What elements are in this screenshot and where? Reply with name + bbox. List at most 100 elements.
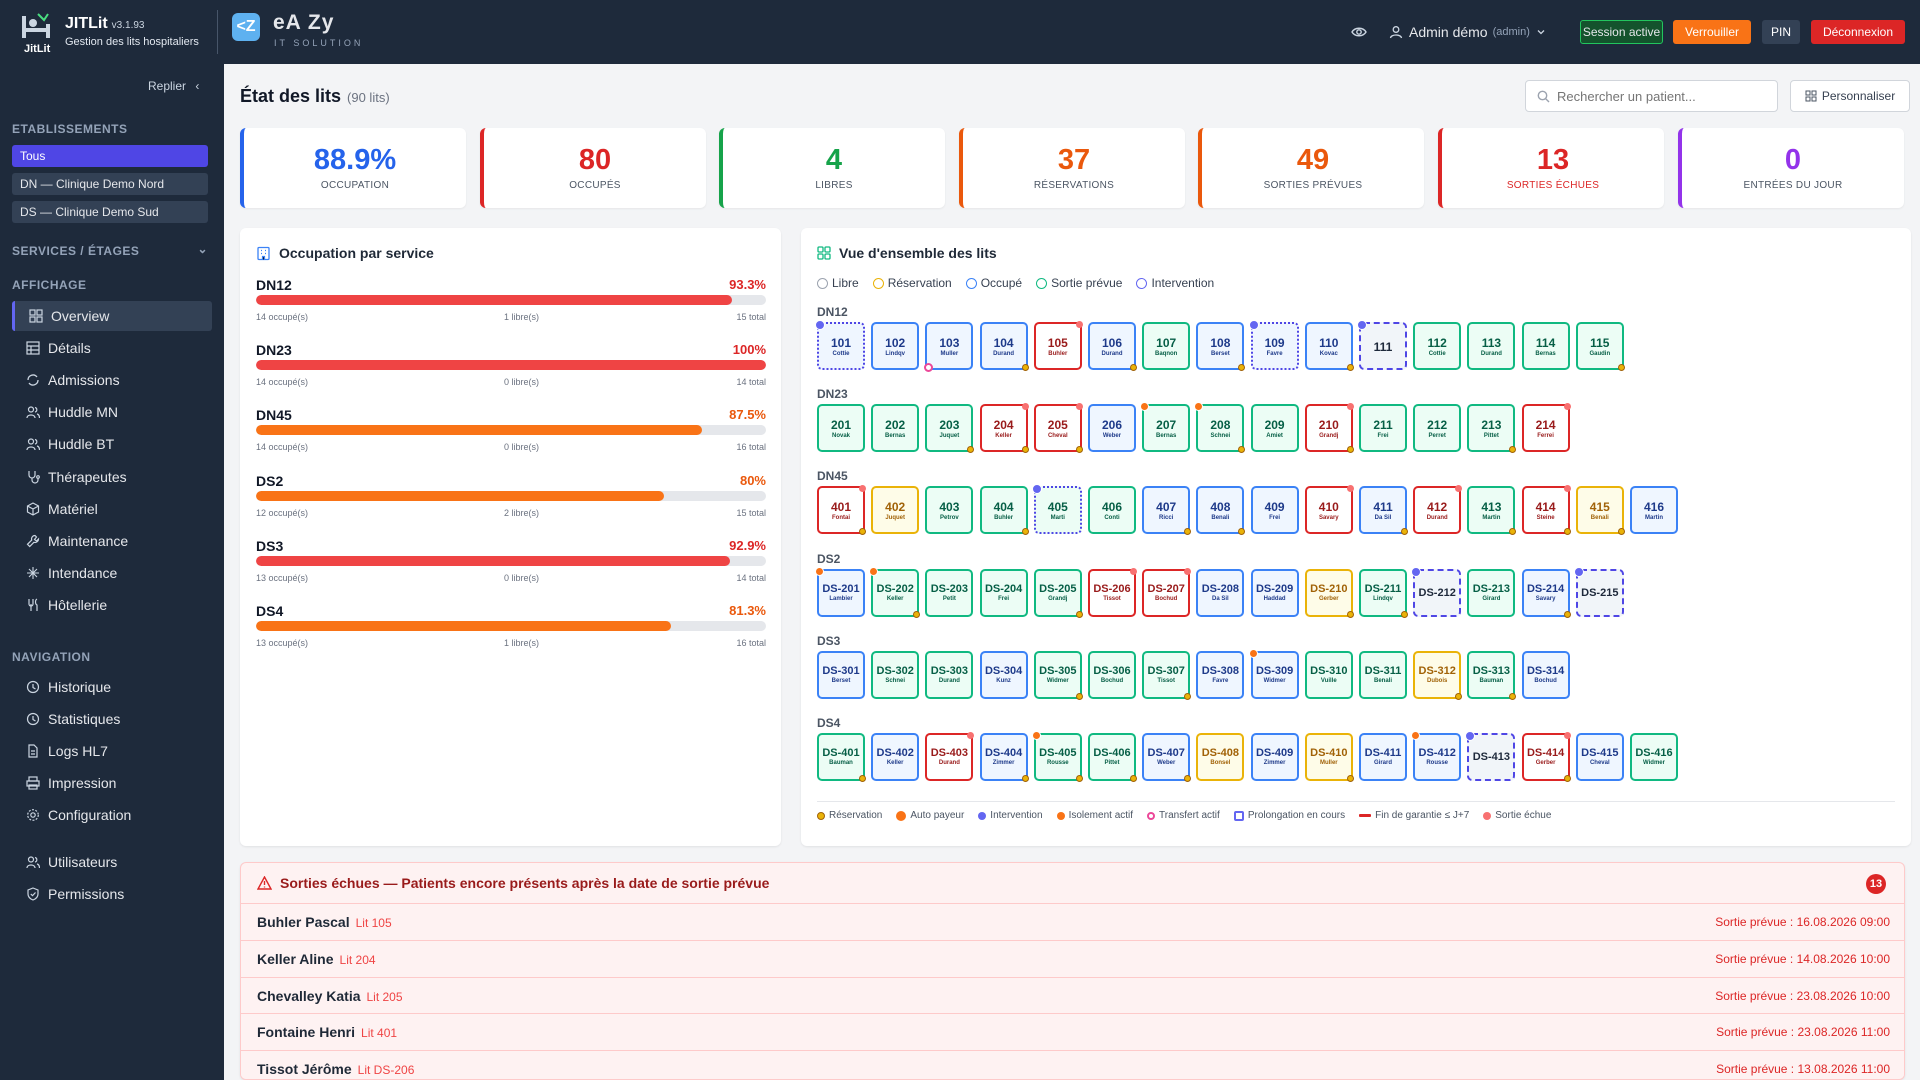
nav-item-historique[interactable]: Historique bbox=[12, 672, 212, 702]
bed-ds-404[interactable]: DS-404 Zimmer bbox=[979, 733, 1029, 782]
bed-ds-206[interactable]: DS-206 Tissot bbox=[1088, 568, 1137, 617]
bed-ds-306[interactable]: DS-306 Bochud bbox=[1088, 651, 1136, 699]
user-menu[interactable]: Admin démo (admin) bbox=[1389, 22, 1546, 42]
bed-ds-310[interactable]: DS-310 Vuille bbox=[1304, 651, 1353, 699]
bed-108[interactable]: 108 Berset bbox=[1196, 322, 1246, 371]
nav-item-huddle-mn[interactable]: Huddle MN bbox=[12, 397, 212, 427]
bed-ds-205[interactable]: DS-205 Grandj bbox=[1033, 569, 1083, 618]
bed-213[interactable]: 213 Pittet bbox=[1467, 404, 1517, 453]
bed-ds-303[interactable]: DS-303 Durand bbox=[925, 651, 974, 699]
bed-404[interactable]: 404 Buhler bbox=[979, 486, 1029, 535]
bed-113[interactable]: 113 Durand bbox=[1467, 322, 1516, 370]
bed-416[interactable]: 416 Martin bbox=[1630, 486, 1678, 534]
bed-ds-215[interactable]: DS-215 bbox=[1573, 567, 1624, 617]
nav-item-maintenance[interactable]: Maintenance bbox=[12, 526, 212, 556]
bed-203[interactable]: 203 Juquet bbox=[925, 404, 975, 453]
overdue-row[interactable]: Tissot Jérôme Lit DS-206 Sortie prévue : 1… bbox=[241, 1050, 1904, 1079]
establishment-all[interactable]: Tous bbox=[12, 145, 208, 167]
bed-ds-209[interactable]: DS-209 Haddad bbox=[1250, 569, 1299, 617]
bed-204[interactable]: 204 Keller bbox=[979, 403, 1029, 453]
logout-button[interactable]: Déconnexion bbox=[1811, 20, 1905, 44]
bed-115[interactable]: 115 Gaudin bbox=[1575, 322, 1625, 371]
bed-214[interactable]: 214 Ferrei bbox=[1521, 403, 1571, 452]
bed-ds-208[interactable]: DS-208 Da Sil bbox=[1196, 569, 1245, 617]
legend-libre[interactable]: Libre bbox=[817, 276, 859, 290]
services-toggle[interactable]: SERVICES / ÉTAGES ⌄ bbox=[12, 242, 208, 258]
nav-item-configuration[interactable]: Configuration bbox=[12, 800, 212, 830]
bed-114[interactable]: 114 Bernas bbox=[1521, 322, 1570, 370]
bed-ds-409[interactable]: DS-409 Zimmer bbox=[1250, 733, 1299, 781]
nav-item-huddle-bt[interactable]: Huddle BT bbox=[12, 429, 212, 459]
bed-ds-410[interactable]: DS-410 Muller bbox=[1304, 733, 1354, 782]
bed-ds-313[interactable]: DS-313 Bauman bbox=[1467, 651, 1517, 700]
bed-ds-309[interactable]: DS-309 Widmer bbox=[1248, 649, 1299, 699]
bed-ds-307[interactable]: DS-307 Tissot bbox=[1142, 651, 1192, 700]
pin-button[interactable]: PIN bbox=[1762, 20, 1800, 44]
eye-icon[interactable] bbox=[1351, 24, 1367, 40]
bed-ds-301[interactable]: DS-301 Berset bbox=[817, 651, 865, 699]
overdue-row[interactable]: Keller Aline Lit 204 Sortie prévue : 14.08… bbox=[241, 939, 1904, 976]
bed-ds-401[interactable]: DS-401 Bauman bbox=[817, 733, 866, 782]
nav-item-therapeutes[interactable]: Thérapeutes bbox=[12, 462, 212, 492]
bed-ds-408[interactable]: DS-408 Bonsel bbox=[1196, 733, 1245, 781]
bed-ds-314[interactable]: DS-314 Bochud bbox=[1521, 651, 1570, 699]
bed-211[interactable]: 211 Frei bbox=[1359, 404, 1407, 452]
bed-ds-412[interactable]: DS-412 Rousse bbox=[1411, 731, 1462, 781]
bed-408[interactable]: 408 Benali bbox=[1196, 486, 1246, 535]
bed-ds-403[interactable]: DS-403 Durand bbox=[925, 732, 975, 781]
bed-ds-204[interactable]: DS-204 Frei bbox=[979, 569, 1028, 617]
bed-ds-413[interactable]: DS-413 bbox=[1465, 731, 1516, 781]
bed-111[interactable]: 111 bbox=[1357, 320, 1407, 370]
bed-ds-202[interactable]: DS-202 Keller bbox=[869, 567, 921, 618]
bed-105[interactable]: 105 Buhler bbox=[1033, 321, 1083, 370]
bed-402[interactable]: 402 Juquet bbox=[871, 486, 920, 534]
bed-414[interactable]: 414 Steine bbox=[1521, 485, 1571, 535]
bed-411[interactable]: 411 Da Sil bbox=[1359, 486, 1408, 535]
legend-reservation[interactable]: Réservation bbox=[872, 276, 952, 290]
bed-ds-405[interactable]: DS-405 Rousse bbox=[1031, 731, 1083, 782]
bed-401[interactable]: 401 Fontai bbox=[817, 485, 866, 535]
bed-ds-402[interactable]: DS-402 Keller bbox=[871, 733, 920, 781]
bed-415[interactable]: 415 Benali bbox=[1575, 486, 1625, 535]
bed-ds-305[interactable]: DS-305 Widmer bbox=[1033, 651, 1083, 700]
nav-item-impression[interactable]: Impression bbox=[12, 768, 212, 798]
overdue-row[interactable]: Buhler Pascal Lit 105 Sortie prévue : 16.0… bbox=[241, 903, 1904, 939]
bed-207[interactable]: 207 Bernas bbox=[1140, 402, 1191, 452]
nav-item-logs-hl7[interactable]: Logs HL7 bbox=[12, 736, 212, 766]
bed-ds-308[interactable]: DS-308 Favre bbox=[1196, 651, 1245, 699]
establishment-dn[interactable]: DN — Clinique Demo Nord bbox=[12, 173, 208, 195]
nav-item-admissions[interactable]: Admissions bbox=[12, 365, 212, 395]
bed-403[interactable]: 403 Petrov bbox=[925, 486, 974, 534]
bed-406[interactable]: 406 Conti bbox=[1088, 486, 1136, 534]
bed-107[interactable]: 107 Baqnon bbox=[1142, 322, 1191, 370]
bed-ds-203[interactable]: DS-203 Petit bbox=[925, 569, 974, 617]
bed-201[interactable]: 201 Novak bbox=[817, 404, 865, 452]
bed-ds-312[interactable]: DS-312 Dubois bbox=[1413, 651, 1463, 700]
bed-409[interactable]: 409 Frei bbox=[1250, 486, 1299, 534]
bed-212[interactable]: 212 Perret bbox=[1413, 404, 1462, 452]
bed-407[interactable]: 407 Ricci bbox=[1142, 486, 1192, 535]
bed-ds-416[interactable]: DS-416 Widmer bbox=[1630, 733, 1678, 781]
overdue-row[interactable]: Chevalley Katia Lit 205 Sortie prévue : 23… bbox=[241, 976, 1904, 1013]
bed-412[interactable]: 412 Durand bbox=[1413, 485, 1463, 534]
bed-210[interactable]: 210 Grandj bbox=[1304, 403, 1354, 453]
lock-button[interactable]: Verrouiller bbox=[1673, 20, 1751, 44]
bed-102[interactable]: 102 Lindqv bbox=[871, 322, 920, 370]
bed-112[interactable]: 112 Cottie bbox=[1413, 322, 1462, 370]
establishment-ds[interactable]: DS — Clinique Demo Sud bbox=[12, 201, 208, 223]
bed-ds-304[interactable]: DS-304 Kunz bbox=[979, 651, 1028, 699]
bed-ds-415[interactable]: DS-415 Cheval bbox=[1575, 733, 1624, 781]
nav-item-hotellerie[interactable]: Hôtellerie bbox=[12, 590, 212, 620]
nav-item-details[interactable]: Détails bbox=[12, 333, 212, 363]
legend-occupe[interactable]: Occupé bbox=[965, 276, 1022, 290]
bed-ds-411[interactable]: DS-411 Girard bbox=[1359, 733, 1407, 781]
bed-ds-212[interactable]: DS-212 bbox=[1411, 567, 1462, 617]
bed-ds-214[interactable]: DS-214 Savary bbox=[1521, 569, 1571, 618]
patient-search-input[interactable] bbox=[1525, 80, 1778, 112]
bed-206[interactable]: 206 Weber bbox=[1088, 404, 1136, 452]
bed-ds-302[interactable]: DS-302 Schnei bbox=[871, 651, 920, 699]
collapse-sidebar-button[interactable]: Replier ‹ bbox=[148, 79, 200, 93]
bed-413[interactable]: 413 Martin bbox=[1467, 486, 1517, 535]
bed-104[interactable]: 104 Durand bbox=[979, 322, 1029, 371]
session-active-button[interactable]: Session active bbox=[1580, 20, 1663, 44]
